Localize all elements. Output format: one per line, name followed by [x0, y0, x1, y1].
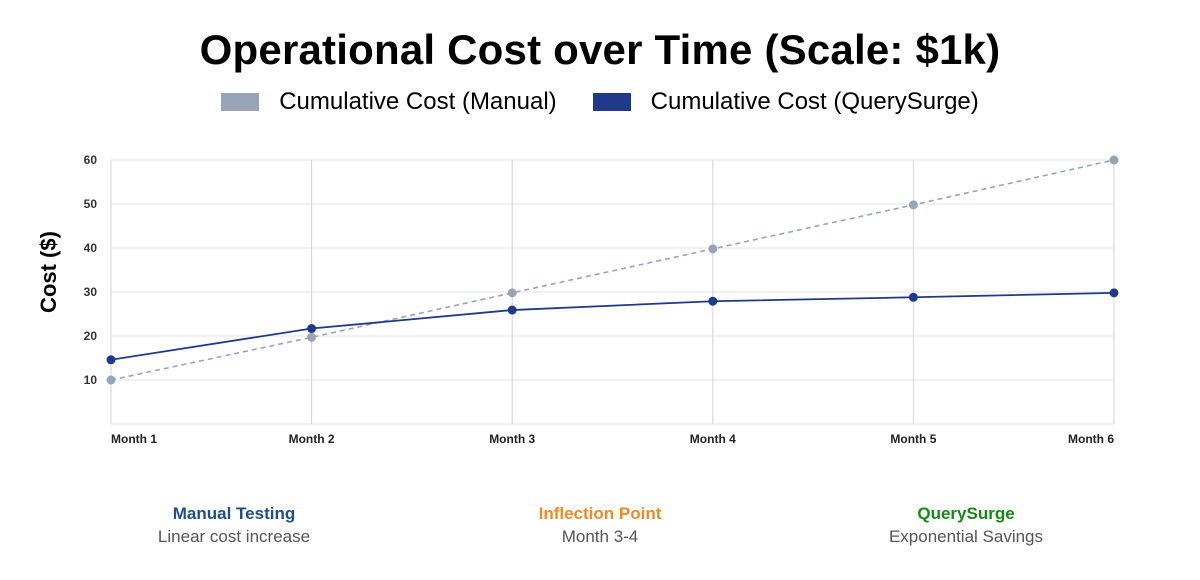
footer-querysurge-subtext: Exponential Savings: [888, 527, 1044, 546]
y-tick-label: 20: [84, 329, 98, 343]
data-point-manual: [106, 375, 116, 385]
data-point-manual: [1109, 155, 1119, 165]
y-tick-label: 60: [84, 153, 98, 167]
footer-querysurge: QuerySurge Exponential Savings: [816, 504, 1116, 547]
y-tick-label: 50: [84, 197, 98, 211]
data-point-querysurge: [708, 296, 718, 306]
data-point-manual: [307, 332, 317, 342]
footer-inflection-heading: Inflection Point: [538, 504, 662, 523]
x-tick-label: Month 1: [111, 432, 157, 446]
data-point-querysurge: [1109, 288, 1119, 298]
data-point-querysurge: [908, 292, 918, 302]
x-tick-label: Month 4: [690, 432, 736, 446]
y-tick-label: 10: [84, 373, 98, 387]
legend-item-querysurge[interactable]: Cumulative Cost (QuerySurge): [592, 88, 979, 116]
x-tick-label: Month 3: [489, 432, 535, 446]
footer-querysurge-heading: QuerySurge: [917, 504, 1015, 523]
data-point-querysurge: [307, 324, 317, 334]
data-point-querysurge: [106, 355, 116, 365]
x-tick-label: Month 2: [289, 432, 335, 446]
x-tick-label: Month 6: [1068, 432, 1114, 446]
footer-manual-subtext: Linear cost increase: [157, 527, 311, 546]
data-point-querysurge: [507, 305, 517, 315]
footer-inflection-subtext: Month 3-4: [561, 527, 639, 546]
y-tick-label: 40: [84, 241, 98, 255]
y-tick-label: 30: [84, 285, 98, 299]
footer-manual-heading: Manual Testing: [172, 504, 296, 523]
footer-manual-testing: Manual Testing Linear cost increase: [84, 504, 384, 547]
legend-item-manual[interactable]: Cumulative Cost (Manual): [221, 88, 557, 116]
legend-swatch-querysurge: [592, 93, 631, 111]
footer-inflection-point: Inflection Point Month 3-4: [450, 504, 750, 547]
series-line-manual: [110, 159, 1115, 381]
chart-plot-area: 10 20 30 40 50 60 Month 1 Month 2 Month 3 Month 4…: [36, 153, 1119, 446]
y-axis-label: Cost ($): [36, 231, 61, 313]
chart-title: Operational Cost over Time (Scale: $1k): [199, 26, 1001, 73]
series-line-querysurge: [110, 291, 1115, 361]
data-point-manual: [908, 200, 918, 210]
legend-label-manual: Cumulative Cost (Manual): [279, 88, 557, 115]
legend-swatch-manual: [221, 93, 260, 111]
data-point-manual: [708, 244, 718, 254]
chart-legend: Cumulative Cost (Manual) Cumulative Cost…: [0, 88, 1200, 116]
data-point-manual: [507, 288, 517, 298]
x-tick-label: Month 5: [890, 432, 936, 446]
legend-label-querysurge: Cumulative Cost (QuerySurge): [650, 88, 979, 115]
